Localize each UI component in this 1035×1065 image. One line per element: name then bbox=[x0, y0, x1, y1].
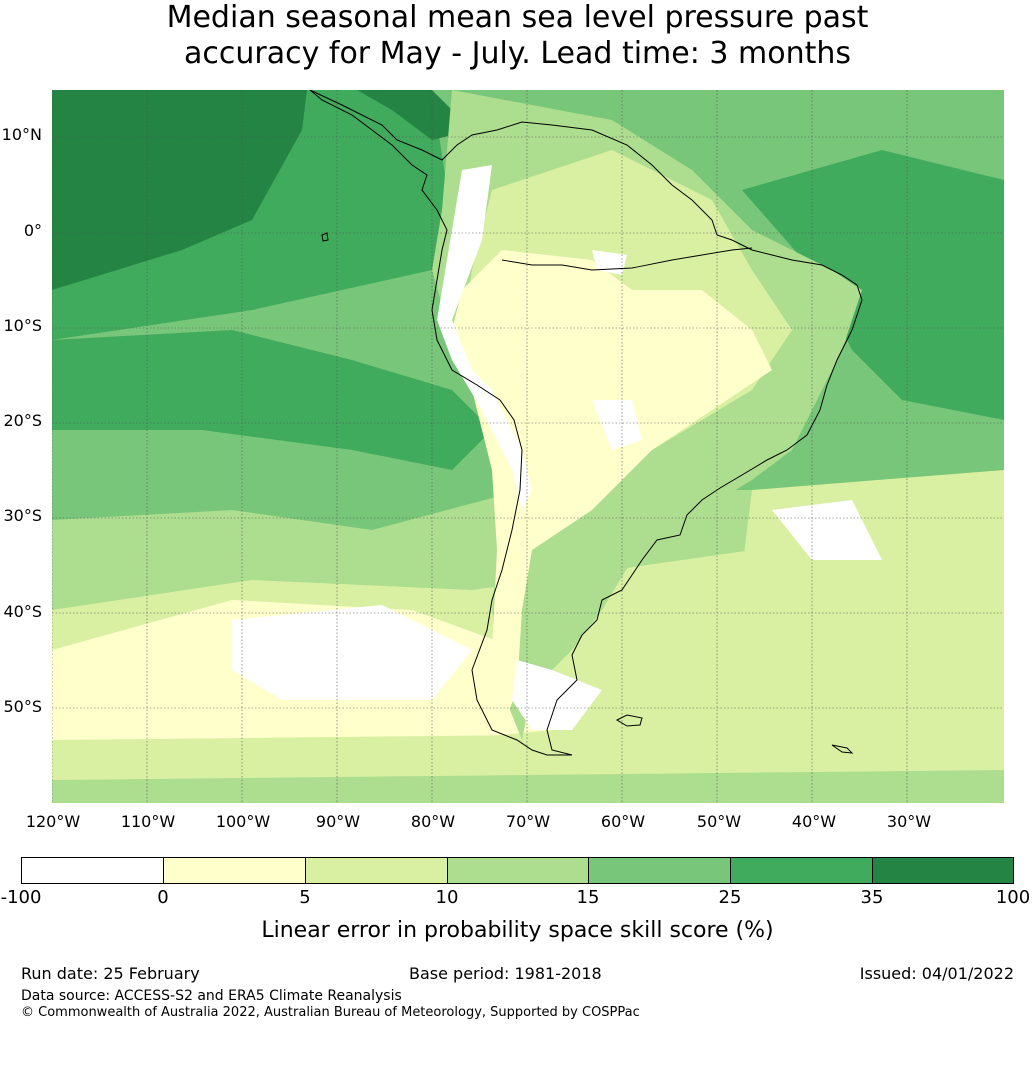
colorbar-label: Linear error in probability space skill … bbox=[261, 918, 774, 943]
colorbar-tick-6: 25 bbox=[718, 887, 742, 908]
white-patch-atlantic bbox=[772, 500, 882, 560]
skill-score-map bbox=[52, 90, 1004, 803]
colorbar-tick-2: 0 bbox=[157, 887, 169, 908]
colorbar-tick-4: 10 bbox=[435, 887, 459, 908]
colorbar-tick-7: 35 bbox=[860, 887, 884, 908]
title-line-1: Median seasonal mean sea level pressure … bbox=[166, 0, 869, 35]
lat-label-10n: 10°N bbox=[1, 125, 42, 144]
dark-band-atlantic bbox=[742, 150, 1004, 420]
chart-title: Median seasonal mean sea level pressure … bbox=[0, 0, 1035, 72]
colorbar-segment-2 bbox=[164, 858, 306, 883]
lon-label-50w: 50°W bbox=[696, 812, 742, 831]
colorbar-segment-6 bbox=[731, 858, 873, 883]
data-source: Data source: ACCESS-S2 and ERA5 Climate … bbox=[21, 988, 402, 1004]
lon-label-30w: 30°W bbox=[886, 812, 932, 831]
colorbar-segment-3 bbox=[306, 858, 448, 883]
lon-label-80w: 80°W bbox=[410, 812, 456, 831]
colorbar bbox=[21, 857, 1014, 884]
darkest-band-pacific bbox=[52, 90, 307, 290]
land-white-andes bbox=[437, 165, 532, 510]
lat-label-40s: 40°S bbox=[3, 602, 42, 621]
lat-label-50s: 50°S bbox=[3, 697, 42, 716]
lon-label-60w: 60°W bbox=[600, 812, 646, 831]
lon-label-90w: 90°W bbox=[315, 812, 361, 831]
mid-band-southmost bbox=[52, 770, 1004, 803]
lon-label-100w: 100°W bbox=[215, 812, 271, 831]
map-canvas bbox=[52, 90, 1004, 803]
colorbar-segment-1 bbox=[22, 858, 164, 883]
colorbar-segment-4 bbox=[448, 858, 589, 883]
land-pale-yellow bbox=[452, 250, 772, 730]
island-galapagos bbox=[321, 232, 329, 242]
copyright: © Commonwealth of Australia 2022, Austra… bbox=[21, 1005, 640, 1020]
base-period: Base period: 1981-2018 bbox=[409, 964, 602, 983]
lon-label-120w: 120°W bbox=[25, 812, 81, 831]
darkest-band-caribbean bbox=[357, 90, 472, 140]
run-date: Run date: 25 February bbox=[21, 964, 200, 983]
coastline-amazon-mouth bbox=[501, 247, 753, 271]
lon-label-40w: 40°W bbox=[791, 812, 837, 831]
island-falklands bbox=[615, 714, 643, 727]
coastline-south-america bbox=[309, 90, 863, 756]
colorbar-tick-5: 15 bbox=[576, 887, 600, 908]
colorbar-segment-7 bbox=[873, 858, 1013, 883]
dark-band-south-pacific bbox=[52, 330, 492, 470]
lat-label-30s: 30°S bbox=[3, 506, 42, 525]
graticule bbox=[52, 90, 1004, 803]
lat-label-0: 0° bbox=[23, 221, 42, 240]
issued-date: Issued: 04/01/2022 bbox=[859, 964, 1014, 983]
island-south-georgia bbox=[831, 744, 854, 754]
lon-label-110w: 110°W bbox=[120, 812, 176, 831]
title-line-2: accuracy for May - July. Lead time: 3 mo… bbox=[184, 36, 851, 71]
white-patch-south bbox=[232, 605, 472, 700]
land-white-central bbox=[592, 400, 642, 450]
colorbar-tick-3: 5 bbox=[299, 887, 311, 908]
lon-label-70w: 70°W bbox=[505, 812, 551, 831]
colorbar-tick-1: -100 bbox=[0, 887, 42, 908]
lat-label-20s: 20°S bbox=[3, 411, 42, 430]
colorbar-segment-5 bbox=[589, 858, 731, 883]
colorbar-tick-8: 100 bbox=[995, 887, 1031, 908]
lat-label-10s: 10°S bbox=[3, 316, 42, 335]
land-white-patagonia bbox=[512, 660, 602, 730]
